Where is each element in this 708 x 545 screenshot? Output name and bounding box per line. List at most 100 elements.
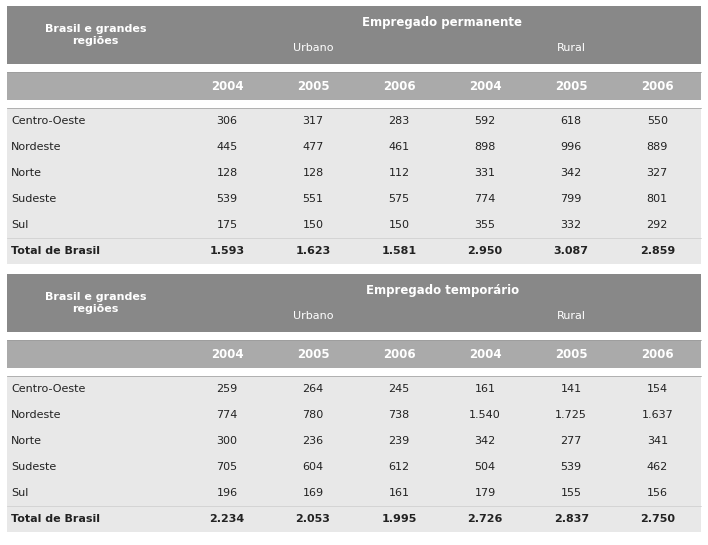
Bar (7, 332, 701, 340)
Text: Nordeste: Nordeste (11, 410, 62, 420)
Bar (7, 108, 701, 264)
Text: 461: 461 (389, 142, 410, 152)
Text: Rural: Rural (556, 43, 586, 53)
Bar (7, 6, 701, 64)
Text: 705: 705 (217, 462, 238, 472)
Text: 259: 259 (217, 384, 238, 394)
Text: 161: 161 (474, 384, 496, 394)
Text: 2.726: 2.726 (467, 514, 503, 524)
Text: 112: 112 (389, 168, 410, 178)
Text: 2.859: 2.859 (639, 246, 675, 256)
Text: 2006: 2006 (383, 348, 416, 360)
Text: Sudeste: Sudeste (11, 194, 56, 204)
Text: 2.750: 2.750 (640, 514, 675, 524)
Text: 504: 504 (474, 462, 496, 472)
Text: Norte: Norte (11, 168, 42, 178)
Text: 332: 332 (561, 220, 582, 230)
Text: 331: 331 (474, 168, 496, 178)
Text: 327: 327 (646, 168, 668, 178)
Text: 1.637: 1.637 (641, 410, 673, 420)
Text: 889: 889 (646, 142, 668, 152)
Text: Total de Brasil: Total de Brasil (11, 246, 100, 256)
Text: 2004: 2004 (469, 80, 501, 93)
Text: 150: 150 (302, 220, 324, 230)
Text: 3.087: 3.087 (554, 246, 589, 256)
Text: Sudeste: Sudeste (11, 462, 56, 472)
Bar (7, 376, 701, 532)
Text: 2.234: 2.234 (210, 514, 245, 524)
Text: 2006: 2006 (641, 80, 673, 93)
Text: Urbano: Urbano (293, 311, 333, 321)
Text: 342: 342 (561, 168, 582, 178)
Text: Nordeste: Nordeste (11, 142, 62, 152)
Text: 2004: 2004 (469, 348, 501, 360)
Text: 2004: 2004 (211, 80, 244, 93)
Text: 2.053: 2.053 (296, 514, 331, 524)
Text: 780: 780 (302, 410, 324, 420)
Text: Empregado permanente: Empregado permanente (362, 16, 522, 29)
Text: 154: 154 (646, 384, 668, 394)
Text: 306: 306 (217, 116, 237, 126)
Bar (7, 72, 701, 100)
Text: Centro-Oeste: Centro-Oeste (11, 384, 86, 394)
Text: 236: 236 (302, 436, 324, 446)
Text: 317: 317 (302, 116, 324, 126)
Text: Brasil e grandes
regiões: Brasil e grandes regiões (45, 292, 147, 314)
Text: 2006: 2006 (383, 80, 416, 93)
Text: 2005: 2005 (555, 348, 588, 360)
Text: 128: 128 (217, 168, 238, 178)
Text: 161: 161 (389, 488, 410, 498)
Text: 604: 604 (302, 462, 324, 472)
Text: 774: 774 (474, 194, 496, 204)
Text: 341: 341 (646, 436, 668, 446)
Text: 477: 477 (302, 142, 324, 152)
Text: 1.581: 1.581 (382, 246, 417, 256)
Text: 1.540: 1.540 (469, 410, 501, 420)
Text: 2005: 2005 (555, 80, 588, 93)
Text: 550: 550 (647, 116, 668, 126)
Text: 445: 445 (217, 142, 238, 152)
Text: 898: 898 (474, 142, 496, 152)
Bar (7, 274, 701, 332)
Text: 2004: 2004 (211, 348, 244, 360)
Text: 575: 575 (389, 194, 410, 204)
Text: Sul: Sul (11, 220, 28, 230)
Text: 539: 539 (561, 462, 582, 472)
Text: 592: 592 (474, 116, 496, 126)
Text: 801: 801 (646, 194, 668, 204)
Text: 2.950: 2.950 (467, 246, 503, 256)
Text: 179: 179 (474, 488, 496, 498)
Text: 618: 618 (561, 116, 582, 126)
Text: 264: 264 (302, 384, 324, 394)
Text: 245: 245 (389, 384, 410, 394)
Text: 774: 774 (217, 410, 238, 420)
Text: 150: 150 (389, 220, 410, 230)
Text: 169: 169 (302, 488, 324, 498)
Text: Norte: Norte (11, 436, 42, 446)
Text: 1.995: 1.995 (382, 514, 417, 524)
Text: Rural: Rural (556, 311, 586, 321)
Text: 300: 300 (217, 436, 237, 446)
Text: Centro-Oeste: Centro-Oeste (11, 116, 86, 126)
Text: 799: 799 (561, 194, 582, 204)
Text: 355: 355 (474, 220, 496, 230)
Text: Total de Brasil: Total de Brasil (11, 514, 100, 524)
Bar (7, 100, 701, 108)
Text: 1.725: 1.725 (555, 410, 587, 420)
Text: 1.623: 1.623 (295, 246, 331, 256)
Text: 175: 175 (217, 220, 238, 230)
Text: 2005: 2005 (297, 80, 329, 93)
Text: Brasil e grandes
regiões: Brasil e grandes regiões (45, 24, 147, 46)
Text: 155: 155 (561, 488, 582, 498)
Text: Empregado temporário: Empregado temporário (365, 284, 519, 296)
Bar (7, 64, 701, 72)
Text: Urbano: Urbano (293, 43, 333, 53)
Text: 738: 738 (389, 410, 410, 420)
Text: 2.837: 2.837 (554, 514, 589, 524)
Text: 277: 277 (561, 436, 582, 446)
Text: 342: 342 (474, 436, 496, 446)
Text: Sul: Sul (11, 488, 28, 498)
Text: 2005: 2005 (297, 348, 329, 360)
Text: 283: 283 (389, 116, 410, 126)
Text: 996: 996 (561, 142, 582, 152)
